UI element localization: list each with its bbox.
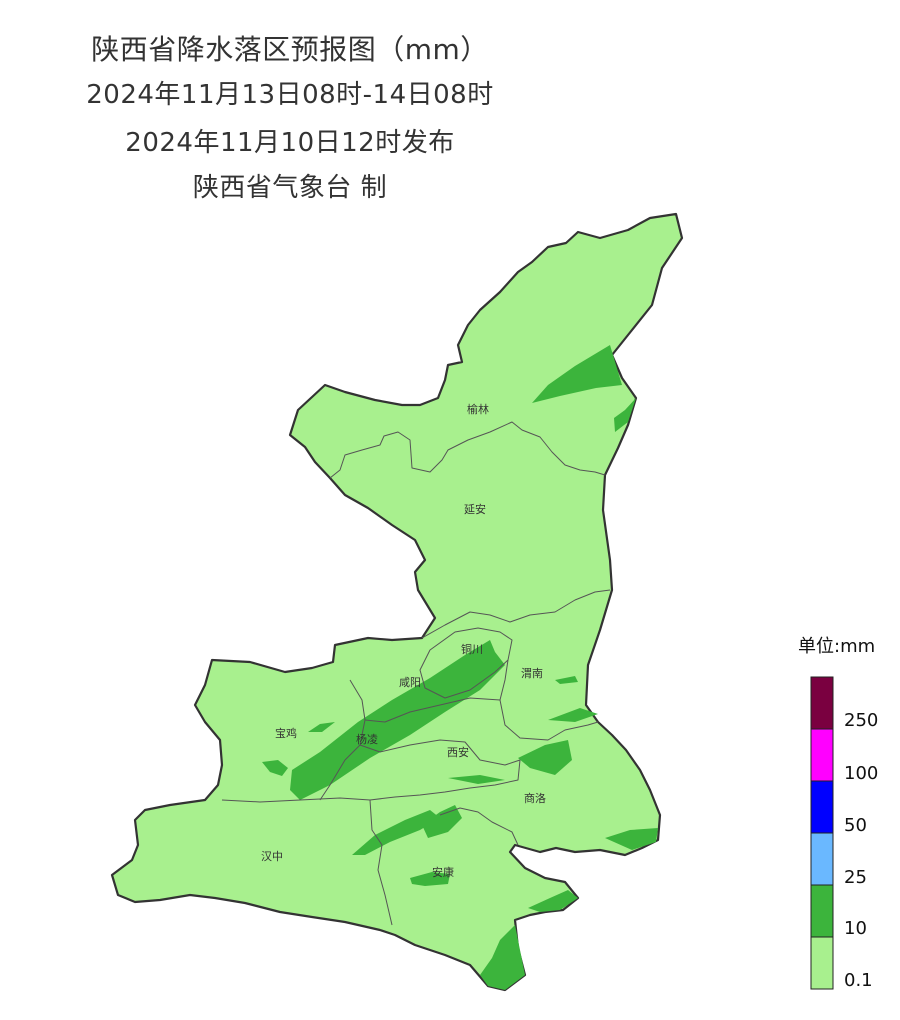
rain-area-central-band bbox=[290, 640, 505, 800]
rain-area-ankang-east bbox=[528, 890, 578, 912]
legend-swatch-4 bbox=[810, 728, 834, 782]
boundary-ankang-shangluo bbox=[439, 807, 519, 846]
legend-label-3: 50 bbox=[844, 815, 867, 836]
legend-swatch-0 bbox=[810, 936, 834, 990]
city-label-yangling: 杨凌 bbox=[356, 732, 378, 746]
legend-swatch-5 bbox=[810, 676, 834, 730]
city-label-shangluo: 商洛 bbox=[524, 791, 546, 805]
boundary-xianyang-xian bbox=[364, 697, 501, 723]
legend-swatch-2 bbox=[810, 832, 834, 886]
rain-area-weinan-2 bbox=[548, 708, 598, 722]
rain-area-hanzhong-east bbox=[352, 810, 440, 855]
boundary-yulin-yanan bbox=[329, 421, 606, 479]
city-label-baoji: 宝鸡 bbox=[275, 726, 297, 740]
legend-swatch-3 bbox=[810, 780, 834, 834]
city-label-yanan: 延安 bbox=[464, 502, 486, 516]
rain-area-shangluo-east bbox=[605, 828, 658, 850]
city-label-tongchuan: 铜川 bbox=[461, 642, 483, 656]
map-title: 陕西省降水落区预报图（mm） bbox=[91, 33, 489, 66]
rain-area-yulin-edge bbox=[614, 398, 636, 432]
legend-label-0: 0.1 bbox=[844, 970, 873, 991]
legend-scale bbox=[810, 676, 834, 990]
rain-10-25-areas bbox=[262, 345, 658, 990]
rain-area-ankang-north bbox=[422, 805, 462, 838]
rain-area-ankang-south bbox=[480, 925, 525, 990]
forecast-period: 2024年11月13日08时-14日08时 bbox=[86, 80, 494, 110]
rain-area-baoji-1 bbox=[308, 722, 335, 732]
legend-label-2: 25 bbox=[844, 867, 867, 888]
boundary-yanan-south bbox=[421, 589, 611, 639]
city-label-xian: 西安 bbox=[447, 745, 469, 759]
province-shape bbox=[110, 212, 684, 992]
city-label-yulin: 榆林 bbox=[467, 402, 489, 416]
boundary-tongchuan bbox=[419, 627, 513, 699]
legend-label-1: 10 bbox=[844, 918, 867, 939]
city-label-hanzhong: 汉中 bbox=[261, 850, 283, 863]
issuer: 陕西省气象台 制 bbox=[192, 173, 388, 203]
city-label-ankang: 安康 bbox=[432, 865, 454, 879]
boundary-southern-row bbox=[221, 797, 393, 926]
rain-area-shangluo bbox=[518, 740, 572, 775]
city-boundaries bbox=[221, 421, 611, 926]
issue-time: 2024年11月10日12时发布 bbox=[125, 128, 455, 158]
legend-label-4: 100 bbox=[844, 763, 879, 784]
boundary-xian-south bbox=[359, 739, 521, 801]
rain-area-baoji-2 bbox=[262, 760, 288, 776]
city-labels: 榆林 延安 铜川 咸阳 渭南 宝鸡 杨凌 西安 商洛 汉中 安康 bbox=[261, 402, 546, 879]
rain-area-xian-south bbox=[448, 775, 505, 784]
rain-area-ankang bbox=[410, 872, 450, 886]
boundary-xianyang-weinan bbox=[499, 659, 599, 741]
rain-area-yulin-east bbox=[532, 345, 622, 403]
rain-area-weinan-1 bbox=[555, 676, 578, 684]
legend-label-5: 250 bbox=[844, 710, 879, 731]
legend-swatch-1 bbox=[810, 884, 834, 938]
legend-unit-title: 单位:mm bbox=[798, 636, 876, 657]
city-label-xianyang: 咸阳 bbox=[399, 676, 421, 689]
city-label-weinan: 渭南 bbox=[521, 667, 543, 680]
